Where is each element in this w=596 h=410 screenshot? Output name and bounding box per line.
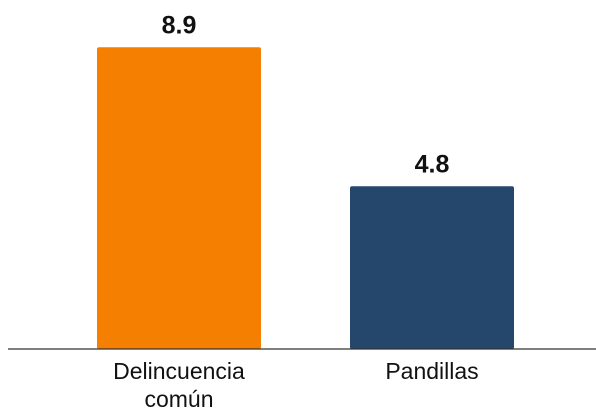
data-label-2: 4.8 [415,150,450,178]
data-label-1: 8.9 [162,11,197,39]
category-label-1-line-1: Delincuencia [113,358,245,384]
bar-1 [97,47,261,349]
bar-2 [350,186,514,349]
bars-group [97,47,514,349]
category-label-2: Pandillas [385,358,478,384]
category-label-1-line-2: común [144,386,213,410]
